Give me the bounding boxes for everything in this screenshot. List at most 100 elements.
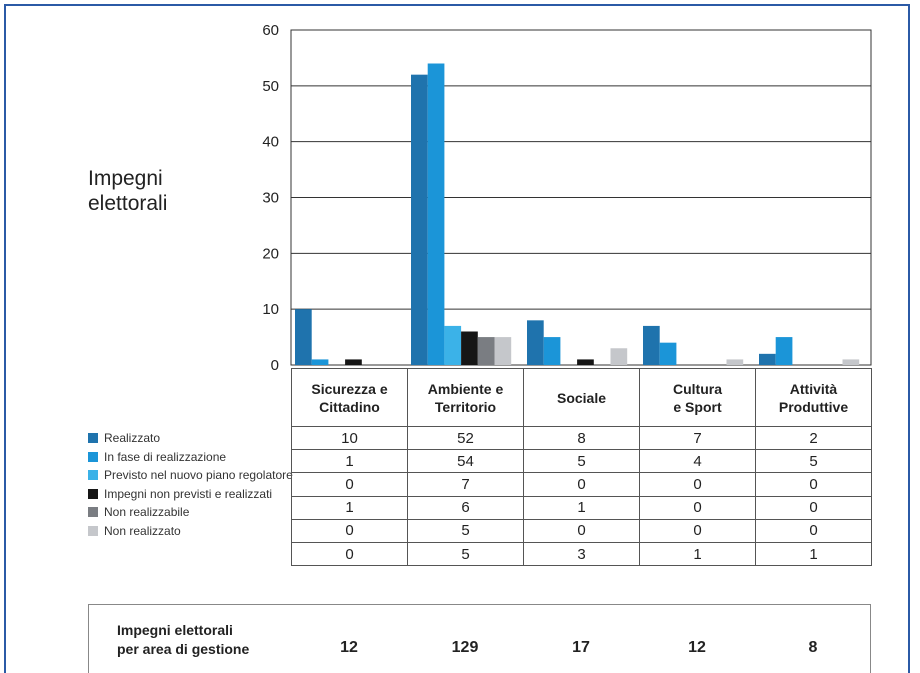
table-cell: 0 [523,472,640,497]
side-title-line-1: Impegni [88,167,163,190]
table-cell: 1 [291,449,408,474]
legend-label: In fase di realizzazione [104,449,227,464]
side-title-line-2: elettorali [88,192,168,215]
bar-5-2 [477,337,495,365]
category-header-line: Territorio [434,398,497,415]
table-cell: 5 [407,518,524,543]
table-cell: 1 [755,541,872,567]
bar-6-3 [610,348,628,365]
table-cell: 0 [755,495,872,520]
table-cell: 1 [639,541,756,567]
bar-1-3 [527,320,544,365]
table-cell: 0 [639,495,756,520]
category-header: Ambiente e Territorio [407,368,524,427]
table-cell: 0 [291,472,408,497]
totals-value: 12 [340,639,358,656]
legend-item: Previsto nel nuovo piano regolatore [88,466,293,485]
legend-item: Realizzato [88,429,293,448]
chart-legend: Realizzato In fase di realizzazione Previs… [88,429,293,540]
category-header: Sicurezza e Cittadino [291,368,408,427]
y-tick-label: 60 [262,22,279,39]
bar-6-5 [842,359,860,365]
category-header: Sociale [523,368,640,427]
table-cell: 0 [523,518,640,543]
y-tick-label: 50 [262,78,279,95]
table-cell: 5 [407,541,524,567]
bar-4-1 [345,359,362,365]
category-header-line: Produttive [778,398,849,415]
page-frame [4,4,910,673]
bar-1-4 [643,325,660,365]
totals-box: Impegni elettorali per area di gestione … [88,604,871,673]
bar-2-5 [775,337,793,365]
legend-swatch [88,451,98,462]
legend-swatch [88,433,98,444]
category-header-line: Cittadino [319,398,380,415]
bar-2-1 [311,359,329,365]
legend-label: Previsto nel nuovo piano regolatore [104,468,293,483]
y-tick-label: 20 [262,245,279,262]
table-cell: 4 [639,449,756,474]
bar-2-2 [427,63,445,365]
bar-2-3 [543,337,561,365]
table-cell: 5 [755,449,872,474]
table-cell: 7 [639,425,756,451]
category-header: Attività Produttive [755,368,872,427]
table-cell: 7 [407,472,524,497]
y-tick-label: 30 [262,190,279,207]
legend-label: Non realizzabile [104,505,190,520]
legend-swatch [88,488,98,499]
category-header-line: e Sport [673,398,722,415]
table-row: 10 52 8 7 2 [291,425,872,451]
totals-value: 8 [808,639,818,656]
category-header-line: Sociale [556,389,607,406]
legend-label: Non realizzato [104,523,181,538]
table-cell: 54 [407,449,524,474]
legend-swatch [88,507,98,518]
table-cell: 52 [407,425,524,451]
legend-swatch [88,525,98,536]
bar-2-4 [659,342,677,365]
totals-label-line-1: Impegni elettorali [117,622,233,638]
bar-1-2 [411,74,428,366]
bar-1-5 [759,353,776,365]
category-header-line: Attività [789,380,838,397]
table-cell: 0 [291,518,408,543]
legend-item: Non realizzato [88,522,293,541]
legend-label: Realizzato [104,431,161,446]
y-tick-label: 10 [262,301,279,318]
bar-6-4 [726,359,744,365]
category-header-line: Cultura [673,380,722,397]
bar-6-2 [494,337,512,365]
y-tick-label: 40 [262,134,279,151]
table-cell: 10 [291,425,408,451]
data-table-header-row: Sicurezza e Cittadino Ambiente e Territorio… [291,368,872,427]
chart-side-title: Impegni elettorali [88,166,167,216]
table-cell: 2 [755,425,872,451]
bar-4-3 [577,359,594,365]
y-tick-label: 0 [271,357,279,374]
data-table: Sicurezza e Cittadino Ambiente e Territorio… [291,368,872,567]
bar-1-1 [295,309,312,365]
legend-item: Non realizzabile [88,503,293,522]
totals-label: Impegni elettorali per area di gestione [117,621,249,659]
category-header-line: Sicurezza e [311,380,388,397]
table-cell: 0 [639,472,756,497]
category-header-line: Ambiente e [427,380,504,397]
table-cell: 5 [523,449,640,474]
legend-label: Impegni non previsti e realizzati [104,486,273,501]
table-cell: 1 [291,495,408,520]
table-cell: 6 [407,495,524,520]
table-cell: 0 [755,518,872,543]
legend-item: In fase di realizzazione [88,448,293,467]
table-cell: 0 [291,541,408,567]
category-header: Cultura e Sport [639,368,756,427]
table-cell: 8 [523,425,640,451]
totals-value: 129 [451,639,479,656]
table-cell: 1 [523,495,640,520]
